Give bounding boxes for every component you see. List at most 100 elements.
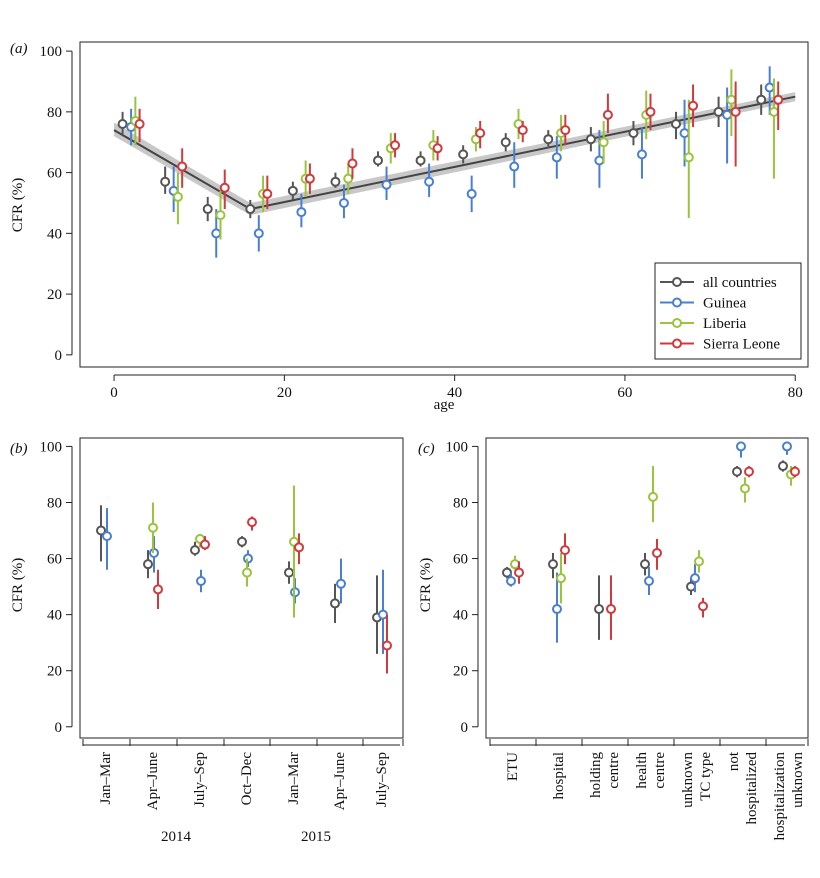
y-tick-label: 80 <box>453 495 468 511</box>
sierra-leone-point <box>602 109 613 120</box>
x-tick-label: July–Sep <box>192 752 208 807</box>
all-countries-point <box>585 134 596 145</box>
sierra-leone-point <box>517 125 528 136</box>
panel-a-data-points <box>117 66 784 258</box>
x-tick-label: not <box>726 751 742 771</box>
x-tick-label: 0 <box>110 385 118 401</box>
x-tick-label: Apr–June <box>145 752 161 811</box>
sierra-leone-point <box>347 158 358 169</box>
all-countries-point <box>96 525 106 536</box>
all-countries-point <box>190 545 200 556</box>
guinea-point <box>782 441 792 452</box>
series-guinea <box>506 441 792 643</box>
all-countries-point <box>415 155 426 166</box>
all-countries-point <box>548 559 558 570</box>
all-countries-point <box>713 106 724 117</box>
all-countries-point <box>640 559 650 570</box>
x-tick-label: unknown <box>790 752 806 808</box>
legend-label: all countries <box>703 275 777 291</box>
series-guinea <box>126 66 775 258</box>
guinea-point <box>424 176 435 187</box>
year-label: 2014 <box>161 829 192 845</box>
y-tick-label: 100 <box>446 439 469 455</box>
panel-c-data-points <box>502 441 800 643</box>
liberia-point <box>683 152 694 163</box>
y-tick-label: 80 <box>47 495 62 511</box>
y-tick-label: 60 <box>453 552 468 568</box>
y-tick-label: 20 <box>47 664 62 680</box>
liberia-point <box>343 173 354 184</box>
all-countries-point <box>458 149 469 160</box>
panel-a-y-axis: 0 20 40 60 80 100 <box>40 44 73 364</box>
x-tick-label: unknown <box>680 752 696 808</box>
x-tick-label: health <box>634 752 650 789</box>
guinea-point <box>690 573 700 584</box>
x-tick-label: hospitalized <box>744 752 760 825</box>
panel-c-frame <box>485 437 809 739</box>
sierra-leone-point <box>134 119 145 130</box>
x-tick-label: Jan–Mar <box>286 752 302 805</box>
guinea-point <box>506 575 516 586</box>
sierra-leone-point <box>652 547 662 558</box>
panel-c-y-axis: 0 20 40 60 80 100 <box>446 439 479 736</box>
sierra-leone-point <box>560 545 570 556</box>
liberia-point <box>740 483 750 494</box>
x-tick-label: holding <box>588 752 604 798</box>
x-tick-label: 80 <box>788 385 803 401</box>
x-tick-label: TC type <box>698 752 714 801</box>
y-tick-label: 40 <box>453 608 468 624</box>
all-countries-point <box>330 598 340 609</box>
sierra-leone-point <box>432 143 443 154</box>
sierra-leone-point <box>304 173 315 184</box>
x-tick-label: 20 <box>277 385 292 401</box>
panel-b-data-points <box>96 485 392 674</box>
all-countries-point <box>373 155 384 166</box>
series-sierra-leone <box>134 81 784 210</box>
panel-c-x-axis: ETU hospital holding centre health centre unkn… <box>489 739 809 840</box>
all-countries-point <box>594 604 604 615</box>
guinea-point <box>644 575 654 586</box>
sierra-leone-point <box>688 100 699 111</box>
sierra-leone-point <box>744 466 754 477</box>
liberia-point <box>215 210 226 221</box>
all-countries-point <box>245 204 256 215</box>
all-countries-point <box>160 176 171 187</box>
sierra-leone-point <box>560 125 571 136</box>
sierra-leone-point <box>200 539 210 550</box>
legend-label: Guinea <box>703 296 747 312</box>
x-tick-label: July–Sep <box>374 752 390 807</box>
sierra-leone-point <box>177 161 188 172</box>
guinea-point <box>679 128 690 139</box>
y-tick-label: 100 <box>40 439 63 455</box>
panel-b-x-axis: Jan–Mar Apr–June July–Sep Oct–Dec Jan–Mar Apr… <box>82 739 404 845</box>
liberia-point <box>172 191 183 202</box>
legend: all countries Guinea Liberia Sierra Leone <box>654 262 802 360</box>
series-sierra-leone <box>514 466 800 640</box>
liberia-point <box>598 137 609 148</box>
sierra-leone-point <box>698 601 708 612</box>
guinea-point <box>102 531 112 542</box>
legend-label: Sierra Leone <box>703 337 780 353</box>
all-countries-point <box>237 536 247 547</box>
legend-entry-all-countries: all countries <box>660 275 777 291</box>
y-tick-label: 20 <box>47 287 62 303</box>
series-liberia <box>130 69 779 240</box>
sierra-leone-point <box>219 182 230 193</box>
panel-a-frame <box>79 41 809 368</box>
guinea-point <box>466 188 477 199</box>
sierra-leone-point <box>790 466 800 477</box>
guinea-point <box>636 149 647 160</box>
guinea-point <box>336 578 346 589</box>
sierra-leone-point <box>475 128 486 139</box>
y-tick-label: 80 <box>47 105 62 121</box>
all-countries-point <box>543 134 554 145</box>
guinea-point <box>378 609 388 620</box>
x-tick-label: centre <box>606 752 622 789</box>
all-countries-point <box>732 466 742 477</box>
legend-entry-sierra-leone: Sierra Leone <box>660 337 780 353</box>
liberia-point <box>648 491 658 502</box>
all-countries-point <box>287 185 298 196</box>
all-countries-point <box>143 559 153 570</box>
